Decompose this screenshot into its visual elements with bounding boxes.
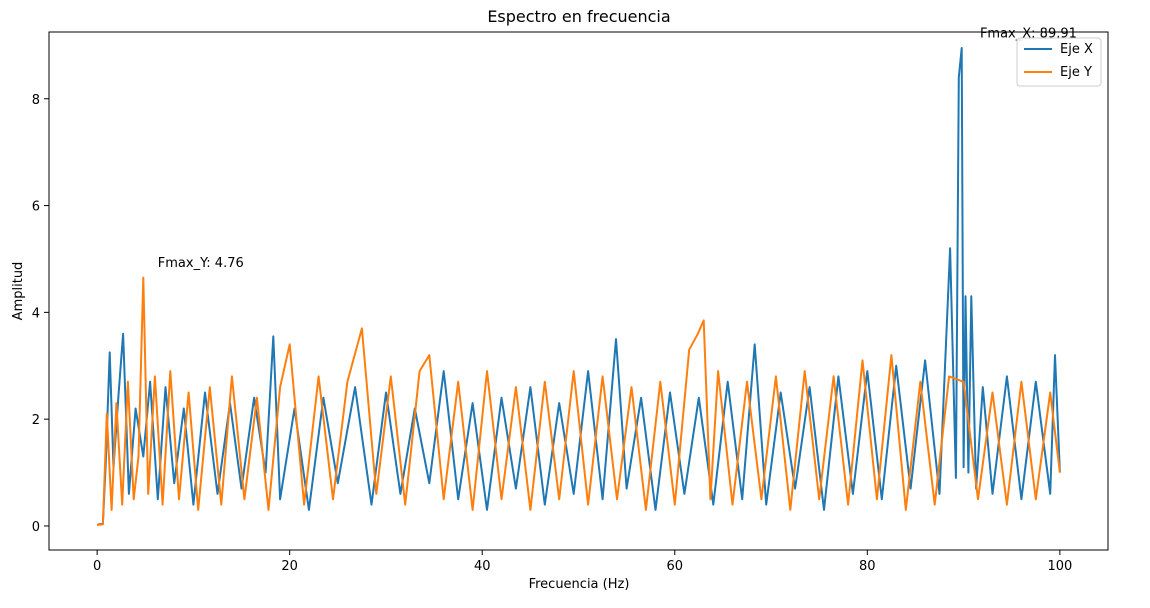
peak-annotation: Fmax_Y: 4.76: [158, 256, 244, 271]
y-tick-label: 4: [32, 306, 40, 321]
series-line-eje-y: [97, 276, 1061, 526]
x-tick-label: 40: [474, 559, 491, 574]
axes-frame: [48, 31, 1109, 551]
x-axis-ticks: 0 20 40 60 80 100: [93, 550, 1072, 574]
x-tick-label: 100: [1047, 559, 1072, 574]
chart-title: Espectro en frecuencia: [487, 7, 670, 26]
y-tick-label: 0: [32, 520, 40, 535]
y-axis-ticks: 0 2 4 6 8: [32, 93, 49, 535]
legend-label-eje-x: Eje X: [1060, 42, 1093, 57]
legend: Eje X Eje Y: [1016, 37, 1102, 87]
x-tick-label: 0: [93, 559, 101, 574]
y-tick-label: 6: [32, 200, 40, 215]
x-axis-label: Frecuencia (Hz): [529, 577, 630, 592]
x-tick-label: 80: [859, 559, 876, 574]
x-tick-label: 60: [666, 559, 683, 574]
y-tick-label: 8: [32, 93, 40, 108]
legend-label-eje-y: Eje Y: [1060, 65, 1092, 80]
y-tick-label: 2: [32, 413, 40, 428]
series-line-eje-x: [96, 47, 1061, 526]
y-axis-label: Amplitud: [11, 262, 26, 321]
x-tick-label: 20: [281, 559, 298, 574]
plot-area: [96, 47, 1061, 526]
